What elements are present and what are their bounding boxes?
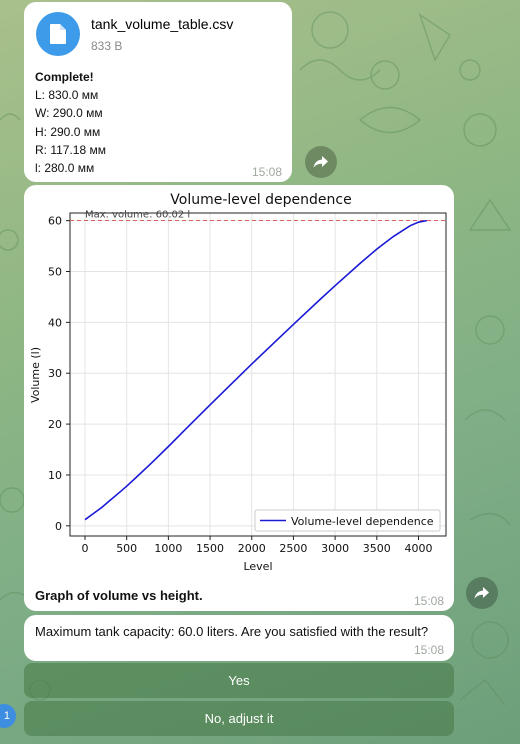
chart-message-bubble: Volume-level dependence 0 500 1000 1500 2000… <box>24 185 454 611</box>
chart-legend: Volume-level dependence <box>254 509 441 532</box>
x-tick-label: 2500 <box>279 542 307 555</box>
x-tick-label: 2000 <box>238 542 266 555</box>
file-download-button[interactable] <box>36 12 80 56</box>
param-length: L: 830.0 мм <box>35 88 99 103</box>
volume-level-chart[interactable]: Volume-level dependence 0 500 1000 1500 2000… <box>24 185 454 585</box>
plot-frame <box>69 212 447 537</box>
param-width: W: 290.0 мм <box>35 106 103 121</box>
legend-label: Volume-level dependence <box>291 515 434 528</box>
param-height: H: 290.0 мм <box>35 124 101 139</box>
x-tick-label: 4000 <box>404 542 432 555</box>
x-tick-label: 1500 <box>196 542 224 555</box>
legend-box <box>254 509 441 532</box>
y-tick-label: 0 <box>55 520 62 533</box>
y-tick-label: 50 <box>48 265 62 278</box>
y-tick-label: 40 <box>48 316 62 329</box>
status-title: Complete! <box>35 70 94 84</box>
file-message-bubble: tank_volume_table.csv 833 B Complete! L:… <box>24 2 292 182</box>
param-radius: R: 117.18 мм <box>35 142 106 157</box>
yes-button[interactable]: Yes <box>24 663 454 698</box>
y-tick-label: 10 <box>48 469 62 482</box>
chart-title: Volume-level dependence <box>170 192 351 208</box>
chart-caption: Graph of volume vs height. <box>35 588 203 603</box>
x-tick-label: 3500 <box>363 542 391 555</box>
file-size: 833 B <box>91 39 123 53</box>
share-button[interactable] <box>305 146 337 178</box>
x-axis-label: Level <box>243 560 272 573</box>
share-button[interactable] <box>466 577 498 609</box>
series-line-volume <box>84 219 427 521</box>
result-parameters: Complete! L: 830.0 мм W: 290.0 мм H: 290… <box>35 68 106 177</box>
max-volume-label: Max. volume: 60.02 l <box>85 210 190 221</box>
param-l: l: 280.0 мм <box>35 161 95 176</box>
x-tick-label: 3000 <box>321 542 349 555</box>
message-time: 15:08 <box>252 165 283 179</box>
x-tick-label: 1000 <box>154 542 182 555</box>
forward-icon <box>313 156 328 168</box>
x-tick-label: 500 <box>116 542 137 555</box>
forward-icon <box>474 587 489 599</box>
y-tick-label: 20 <box>48 418 62 431</box>
file-name[interactable]: tank_volume_table.csv <box>91 16 234 32</box>
message-time: 15:08 <box>414 594 445 608</box>
y-tick-label: 30 <box>48 367 62 380</box>
message-time: 15:08 <box>414 643 445 657</box>
document-icon <box>50 24 66 44</box>
x-tick-label: 0 <box>82 542 89 555</box>
y-tick-label: 60 <box>48 215 62 228</box>
y-axis-label: Volume (l) <box>29 347 42 403</box>
question-text: Maximum tank capacity: 60.0 liters. Are … <box>35 624 429 639</box>
adjust-button[interactable]: No, adjust it <box>24 701 454 736</box>
question-message-bubble: Maximum tank capacity: 60.0 liters. Are … <box>24 615 454 661</box>
unread-badge[interactable]: 1 <box>0 704 16 728</box>
